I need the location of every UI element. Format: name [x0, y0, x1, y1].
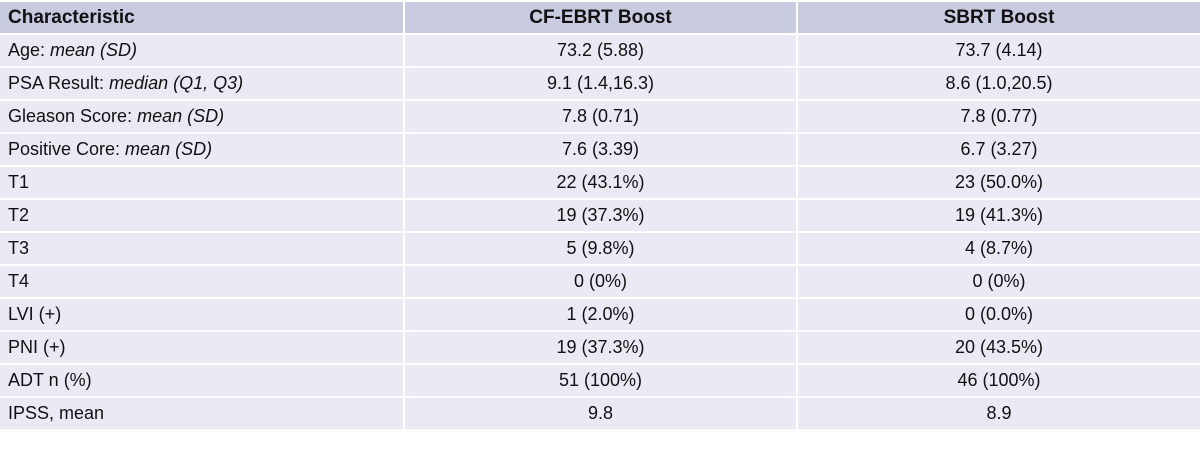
row-label: Positive Core: mean (SD) — [0, 134, 405, 165]
sbrt-value: 4 (8.7%) — [798, 233, 1200, 264]
sbrt-value: 73.7 (4.14) — [798, 35, 1200, 66]
sbrt-value: 0 (0.0%) — [798, 299, 1200, 330]
header-characteristic: Characteristic — [0, 2, 405, 33]
row-label: PSA Result: median (Q1, Q3) — [0, 68, 405, 99]
row-label: T4 — [0, 266, 405, 297]
row-label: Gleason Score: mean (SD) — [0, 101, 405, 132]
row-label-text: T1 — [8, 172, 30, 192]
header-sbrt-boost: SBRT Boost — [798, 2, 1200, 33]
cf-ebrt-value: 9.8 — [405, 398, 798, 429]
sbrt-value: 19 (41.3%) — [798, 200, 1200, 231]
table-row: T1 22 (43.1%) 23 (50.0%) — [0, 167, 1200, 198]
table-header-row: Characteristic CF-EBRT Boost SBRT Boost — [0, 2, 1200, 33]
table-row: Gleason Score: mean (SD) 7.8 (0.71) 7.8 … — [0, 101, 1200, 132]
row-label: IPSS, mean — [0, 398, 405, 429]
table-row: T4 0 (0%) 0 (0%) — [0, 266, 1200, 297]
row-label: Age: mean (SD) — [0, 35, 405, 66]
sbrt-value: 23 (50.0%) — [798, 167, 1200, 198]
table-row: Positive Core: mean (SD) 7.6 (3.39) 6.7 … — [0, 134, 1200, 165]
table-row: T2 19 (37.3%) 19 (41.3%) — [0, 200, 1200, 231]
sbrt-value: 20 (43.5%) — [798, 332, 1200, 363]
row-label-stat: mean (SD) — [50, 40, 138, 60]
cf-ebrt-value: 22 (43.1%) — [405, 167, 798, 198]
cf-ebrt-value: 0 (0%) — [405, 266, 798, 297]
row-label: PNI (+) — [0, 332, 405, 363]
table-row: LVI (+) 1 (2.0%) 0 (0.0%) — [0, 299, 1200, 330]
row-label: LVI (+) — [0, 299, 405, 330]
sbrt-value: 7.8 (0.77) — [798, 101, 1200, 132]
row-label-text: Positive Core: — [8, 139, 126, 159]
table-row: Age: mean (SD) 73.2 (5.88) 73.7 (4.14) — [0, 35, 1200, 66]
row-label: T1 — [0, 167, 405, 198]
cf-ebrt-value: 7.6 (3.39) — [405, 134, 798, 165]
table-row: IPSS, mean 9.8 8.9 — [0, 398, 1200, 429]
row-label-stat: mean (SD) — [137, 106, 225, 126]
row-label-text: ADT n (%) — [8, 370, 92, 390]
row-label: ADT n (%) — [0, 365, 405, 396]
row-label-text: LVI (+) — [8, 304, 62, 324]
row-label-text: IPSS, mean — [8, 403, 105, 423]
row-label-stat: median (Q1, Q3) — [109, 73, 244, 93]
cf-ebrt-value: 1 (2.0%) — [405, 299, 798, 330]
table-row: PNI (+) 19 (37.3%) 20 (43.5%) — [0, 332, 1200, 363]
row-label-text: T2 — [8, 205, 30, 225]
table-row: T3 5 (9.8%) 4 (8.7%) — [0, 233, 1200, 264]
sbrt-value: 46 (100%) — [798, 365, 1200, 396]
row-label-text: PNI (+) — [8, 337, 66, 357]
row-label-text: T3 — [8, 238, 30, 258]
cf-ebrt-value: 73.2 (5.88) — [405, 35, 798, 66]
row-label: T3 — [0, 233, 405, 264]
cf-ebrt-value: 19 (37.3%) — [405, 200, 798, 231]
row-label-stat: mean (SD) — [125, 139, 213, 159]
row-label: T2 — [0, 200, 405, 231]
characteristics-table: Characteristic CF-EBRT Boost SBRT Boost … — [0, 2, 1200, 429]
table-row: ADT n (%) 51 (100%) 46 (100%) — [0, 365, 1200, 396]
cf-ebrt-value: 19 (37.3%) — [405, 332, 798, 363]
row-label-text: Age: — [8, 40, 51, 60]
table-body: Age: mean (SD) 73.2 (5.88) 73.7 (4.14) P… — [0, 35, 1200, 429]
cf-ebrt-value: 51 (100%) — [405, 365, 798, 396]
sbrt-value: 8.9 — [798, 398, 1200, 429]
sbrt-value: 0 (0%) — [798, 266, 1200, 297]
header-cf-ebrt-boost: CF-EBRT Boost — [405, 2, 798, 33]
sbrt-value: 6.7 (3.27) — [798, 134, 1200, 165]
row-label-text: PSA Result: — [8, 73, 110, 93]
row-label-text: T4 — [8, 271, 30, 291]
row-label-text: Gleason Score: — [8, 106, 138, 126]
cf-ebrt-value: 7.8 (0.71) — [405, 101, 798, 132]
table-row: PSA Result: median (Q1, Q3) 9.1 (1.4,16.… — [0, 68, 1200, 99]
cf-ebrt-value: 5 (9.8%) — [405, 233, 798, 264]
cf-ebrt-value: 9.1 (1.4,16.3) — [405, 68, 798, 99]
sbrt-value: 8.6 (1.0,20.5) — [798, 68, 1200, 99]
